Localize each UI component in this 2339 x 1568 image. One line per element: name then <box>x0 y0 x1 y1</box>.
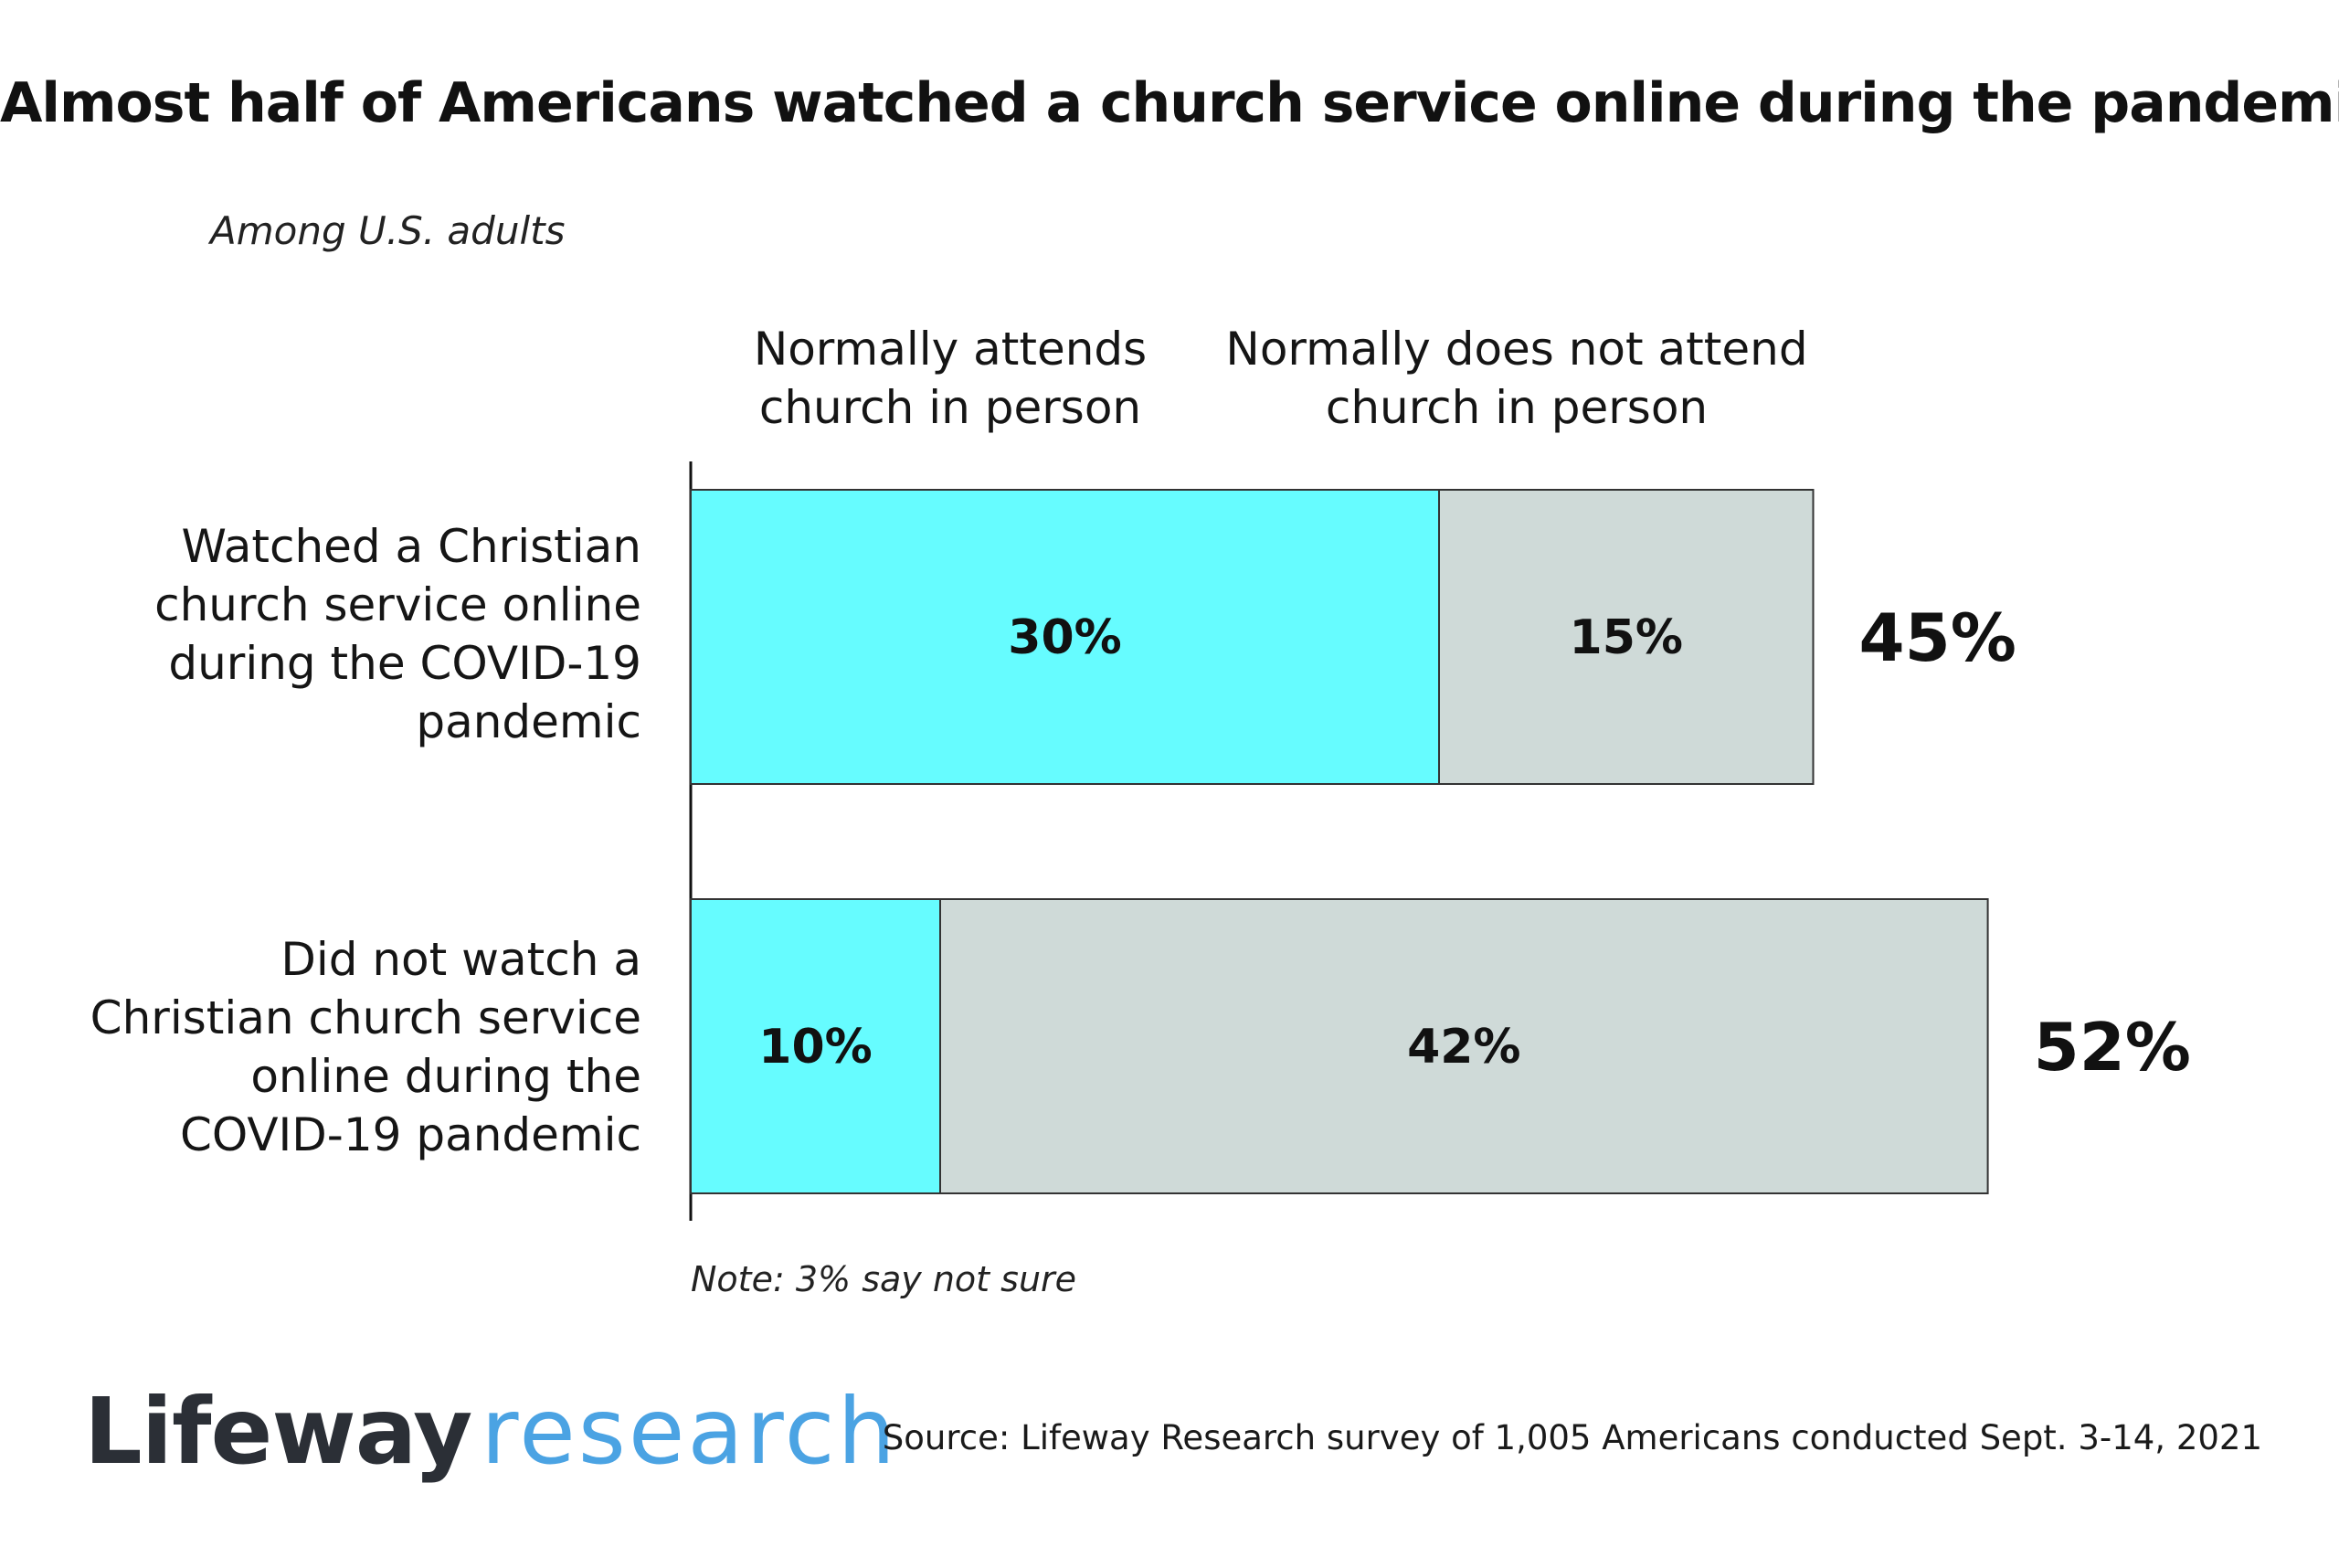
logo-wordmark-lifeway: Lifeway <box>84 1378 472 1485</box>
source-note: Source: Lifeway Research survey of 1,005… <box>882 1418 2262 1457</box>
chart-title: Almost half of Americans watched a churc… <box>0 71 2339 135</box>
category-label-did-not-watch: Did not watch a Christian church service… <box>55 930 641 1164</box>
category-label-line: pandemic <box>416 695 641 748</box>
logo-wordmark-research: research <box>481 1378 898 1485</box>
bar-value-label: 42% <box>1407 1020 1520 1075</box>
legend-header-attends: Normally attends church in person <box>713 320 1188 437</box>
chart-subtitle: Among U.S. adults <box>210 208 566 253</box>
category-label-line: Did not watch a <box>280 933 641 986</box>
legend-header-line: Normally does not attend <box>1225 323 1808 376</box>
legend-header-line: church in person <box>758 381 1142 434</box>
category-label-line: COVID-19 pandemic <box>179 1108 641 1161</box>
bar-value-label: 15% <box>1570 610 1683 665</box>
bar-segment <box>690 489 1440 785</box>
category-label-watched: Watched a Christian church service onlin… <box>55 517 641 751</box>
category-label-line: Christian church service <box>90 991 641 1044</box>
category-label-line: church service online <box>154 578 641 631</box>
bar-value-label: 30% <box>1008 610 1121 665</box>
bar-segment <box>690 898 941 1194</box>
legend-header-line: Normally attends <box>753 323 1148 376</box>
bar-value-label: 10% <box>758 1020 872 1075</box>
category-label-line: Watched a Christian <box>181 520 641 573</box>
bar-total-label: 45% <box>1859 599 2016 676</box>
chart-note: Note: 3% say not sure <box>691 1259 1077 1299</box>
bar-total-label: 52% <box>2034 1009 2191 1086</box>
category-label-line: online during the <box>250 1050 641 1103</box>
bar-segment <box>939 898 1989 1194</box>
legend-header-line: church in person <box>1325 381 1709 434</box>
legend-header-not-attend: Normally does not attend church in perso… <box>1215 320 1818 437</box>
category-label-line: during the COVID-19 <box>168 637 641 690</box>
bar-segment <box>1438 489 1815 785</box>
lifeway-research-logo: Lifeway research <box>84 1378 898 1485</box>
